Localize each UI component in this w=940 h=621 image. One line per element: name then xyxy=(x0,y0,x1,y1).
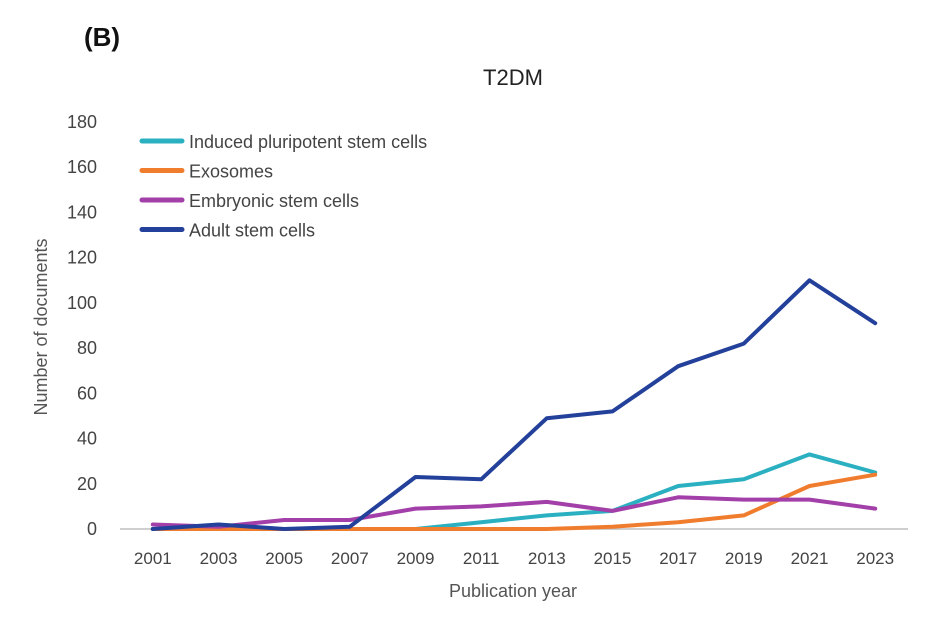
x-tick-label: 2007 xyxy=(331,549,369,568)
legend-label: Exosomes xyxy=(189,162,273,182)
series-line-embryonic-stem-cells xyxy=(150,495,878,529)
series-line-induced-pluripotent-stem-cells xyxy=(150,452,878,531)
legend-label: Embryonic stem cells xyxy=(189,191,359,211)
x-tick-label: 2001 xyxy=(134,549,172,568)
x-tick-label: 2009 xyxy=(397,549,435,568)
legend-label: Induced pluripotent stem cells xyxy=(189,132,427,152)
x-axis-label: Publication year xyxy=(449,581,577,601)
x-tick-label: 2015 xyxy=(594,549,632,568)
y-tick-label: 180 xyxy=(67,112,97,132)
y-tick-label: 60 xyxy=(77,383,97,403)
x-tick-label: 2003 xyxy=(200,549,238,568)
chart-title: T2DM xyxy=(483,65,543,90)
x-tick-label: 2013 xyxy=(528,549,566,568)
x-tick-label: 2019 xyxy=(725,549,763,568)
y-axis-label: Number of documents xyxy=(31,238,51,415)
x-tick-label: 2005 xyxy=(265,549,303,568)
x-axis-ticks: 2001 2003 2005 2007 2009 2011 2013 2015 2017 2019… xyxy=(134,549,894,568)
series-lines xyxy=(150,278,878,531)
x-tick-label: 2011 xyxy=(463,549,500,568)
y-axis-ticks: 0 20 40 60 80 100 120 140 160 180 xyxy=(67,112,97,539)
y-tick-label: 160 xyxy=(67,157,97,177)
y-tick-label: 80 xyxy=(77,338,97,358)
y-tick-label: 140 xyxy=(67,202,97,222)
y-tick-label: 120 xyxy=(67,248,97,268)
x-tick-label: 2021 xyxy=(791,549,829,568)
x-tick-label: 2017 xyxy=(659,549,697,568)
y-tick-label: 100 xyxy=(67,293,97,313)
legend-label: Adult stem cells xyxy=(189,221,315,241)
x-tick-label: 2023 xyxy=(856,549,894,568)
panel-label: (B) xyxy=(84,22,121,52)
legend: Induced pluripotent stem cells Exosomes Em… xyxy=(139,132,427,241)
series-line-adult-stem-cells xyxy=(150,278,878,531)
y-tick-label: 0 xyxy=(87,519,97,539)
y-tick-label: 20 xyxy=(77,474,97,494)
y-tick-label: 40 xyxy=(77,429,97,449)
